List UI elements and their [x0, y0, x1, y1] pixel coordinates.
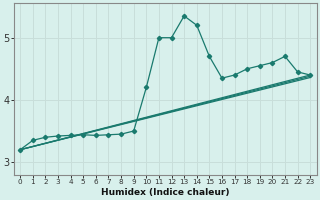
X-axis label: Humidex (Indice chaleur): Humidex (Indice chaleur): [101, 188, 229, 197]
